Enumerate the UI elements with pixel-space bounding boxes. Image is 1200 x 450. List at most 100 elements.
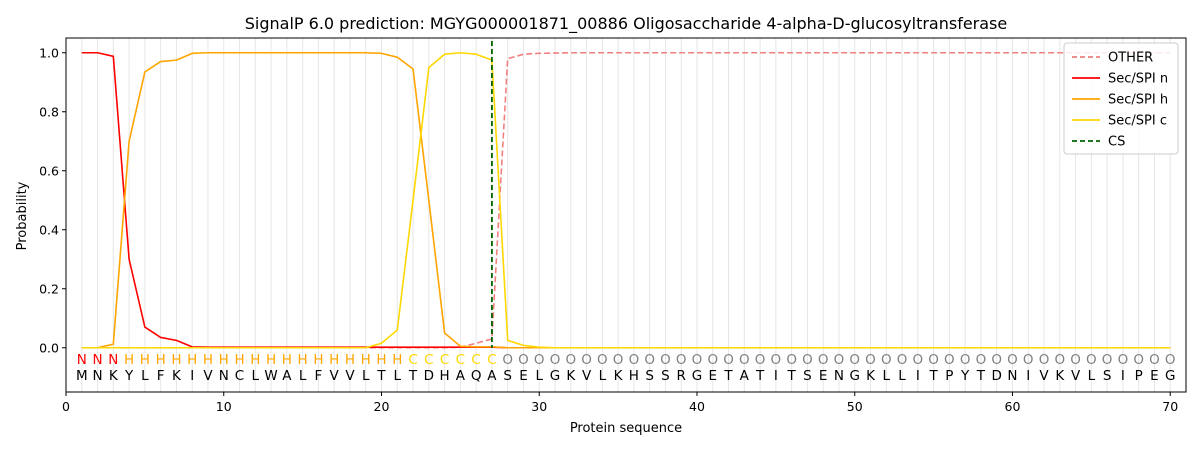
region-label: O — [1039, 352, 1050, 368]
region-label: O — [676, 352, 687, 368]
residue-label: L — [141, 368, 149, 384]
residue-label: Y — [960, 368, 970, 384]
y-axis-label: Probability — [15, 181, 30, 250]
grid-layer — [81, 38, 1171, 392]
residue-label: H — [440, 368, 450, 384]
region-label: O — [802, 352, 813, 368]
region-label: O — [1054, 352, 1065, 368]
residue-label: M — [76, 368, 88, 384]
region-label: H — [140, 352, 150, 368]
legend-label: OTHER — [1108, 51, 1153, 66]
residue-label: S — [503, 368, 512, 384]
region-label: O — [692, 352, 703, 368]
residue-label: L — [252, 368, 260, 384]
region-label: O — [502, 352, 513, 368]
region-label: H — [361, 352, 371, 368]
region-label: H — [392, 352, 402, 368]
residue-label: Y — [124, 368, 134, 384]
y-tick-label: 0.0 — [39, 340, 59, 355]
region-label: O — [1007, 352, 1018, 368]
region-label: O — [960, 352, 971, 368]
region-label: O — [834, 352, 845, 368]
region-label: O — [818, 352, 829, 368]
residue-label: S — [661, 368, 670, 384]
residue-label: S — [803, 368, 812, 384]
region-label: H — [329, 352, 339, 368]
region-label: C — [471, 352, 480, 368]
region-label: H — [203, 352, 213, 368]
residue-label: L — [898, 368, 906, 384]
residue-label: E — [1150, 368, 1159, 384]
residue-label: S — [1103, 368, 1112, 384]
region-label: H — [282, 352, 292, 368]
region-label: H — [187, 352, 197, 368]
region-label: O — [723, 352, 734, 368]
residue-label: K — [866, 368, 876, 384]
residue-label: V — [1071, 368, 1081, 384]
residue-label: K — [1055, 368, 1065, 384]
region-label: O — [755, 352, 766, 368]
region-label: O — [1102, 352, 1113, 368]
residue-label: D — [992, 368, 1002, 384]
residue-label: G — [550, 368, 560, 384]
residue-label: T — [723, 368, 733, 384]
residue-label: A — [487, 368, 497, 384]
residue-label: G — [1165, 368, 1175, 384]
legend-label: CS — [1108, 135, 1125, 150]
region-label: O — [1165, 352, 1176, 368]
region-label: O — [581, 352, 592, 368]
residue-label: A — [740, 368, 750, 384]
region-label: H — [219, 352, 229, 368]
region-label: O — [865, 352, 876, 368]
region-label: O — [518, 352, 529, 368]
residue-label: K — [566, 368, 576, 384]
residue-label: N — [834, 368, 844, 384]
region-label: N — [108, 352, 118, 368]
residue-label: A — [282, 368, 292, 384]
residue-label: I — [190, 368, 194, 384]
legend-label: Sec/SPI n — [1108, 72, 1168, 87]
region-label: O — [660, 352, 671, 368]
region-label: H — [171, 352, 181, 368]
region-label: O — [1118, 352, 1129, 368]
residue-label: H — [629, 368, 639, 384]
x-tick-label: 0 — [62, 399, 70, 414]
residue-label: I — [1026, 368, 1030, 384]
residue-label: T — [376, 368, 386, 384]
residue-label: K — [614, 368, 624, 384]
region-label: O — [786, 352, 797, 368]
residue-label: F — [315, 368, 323, 384]
residue-label: G — [849, 368, 859, 384]
residue-label: W — [264, 368, 277, 384]
residue-label: E — [819, 368, 828, 384]
chart-title: SignalP 6.0 prediction: MGYG000001871_00… — [245, 14, 1007, 34]
region-label: O — [976, 352, 987, 368]
residue-label: V — [203, 368, 213, 384]
region-label: O — [991, 352, 1002, 368]
residue-label: L — [362, 368, 370, 384]
plot-frame — [65, 37, 1187, 393]
y-tick-label: 0.2 — [39, 281, 59, 296]
residue-label: L — [599, 368, 607, 384]
sequence-layer: NMNNNKHYHLHFHKHIHVHNHCHLHWHAHLHFHVHVHLHT… — [76, 352, 1176, 384]
residue-label: K — [172, 368, 182, 384]
region-label: O — [913, 352, 924, 368]
region-label: O — [897, 352, 908, 368]
x-tick-label: 40 — [689, 399, 705, 414]
region-label: O — [565, 352, 576, 368]
region-label: N — [92, 352, 102, 368]
residue-label: E — [519, 368, 528, 384]
residue-label: I — [916, 368, 920, 384]
region-label: O — [849, 352, 860, 368]
residue-label: T — [755, 368, 765, 384]
residue-label: N — [1007, 368, 1017, 384]
region-label: O — [1133, 352, 1144, 368]
residue-label: L — [299, 368, 307, 384]
region-label: H — [266, 352, 276, 368]
residue-label: T — [928, 368, 938, 384]
residue-label: S — [645, 368, 654, 384]
region-label: H — [234, 352, 244, 368]
x-tick-label: 50 — [847, 399, 863, 414]
residue-label: E — [708, 368, 717, 384]
